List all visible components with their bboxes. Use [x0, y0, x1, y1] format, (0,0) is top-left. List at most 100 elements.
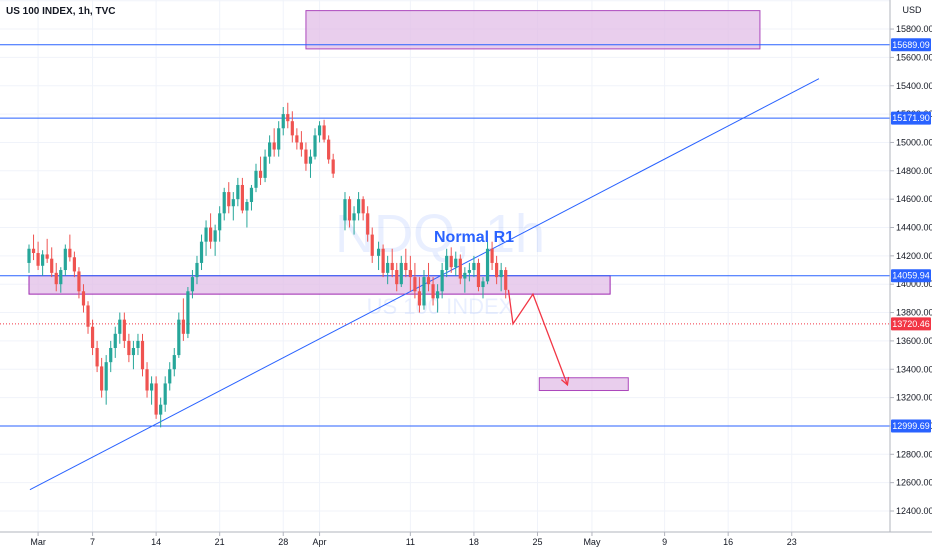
candle-body — [41, 254, 45, 266]
price-tick-label: 15400.00 — [896, 81, 932, 91]
candle-body — [317, 125, 322, 136]
projection-arrow-head — [560, 376, 570, 387]
time-tick-label: 28 — [278, 537, 288, 547]
candle-body — [440, 270, 444, 292]
candle-body — [127, 340, 131, 356]
candle-body — [145, 369, 149, 391]
candlestick-series — [27, 102, 508, 428]
candle-body — [59, 270, 63, 285]
price-tick-label: 14600.00 — [896, 194, 932, 204]
annotation-normal-r1: Normal R1 — [434, 229, 514, 246]
candle-body — [404, 262, 408, 271]
candle-body — [27, 248, 31, 263]
candle-body — [454, 258, 458, 268]
price-tick-label: 12400.00 — [896, 506, 932, 516]
candle-body — [361, 199, 365, 214]
price-tag-bg — [891, 111, 931, 125]
candle-body — [45, 254, 49, 259]
candle-body — [390, 262, 394, 271]
candle-body — [227, 192, 231, 207]
candle-body — [281, 114, 285, 129]
currency-label-bg — [891, 3, 931, 16]
candle-body — [172, 355, 176, 370]
zone-rect — [538, 377, 629, 392]
candle-body — [245, 201, 249, 211]
price-tick-label: 14000.00 — [896, 279, 932, 289]
price-tags: 15689.09 15171.90 14059.94 12999.69 13720.46 — [891, 38, 931, 433]
time-tick-label: 9 — [662, 537, 667, 547]
candle-body — [268, 142, 272, 157]
currency-label: USD — [902, 5, 922, 15]
time-axis-ticks: Mar 7 14 21 28 Apr 11 18 25 May 9 16 23 — [30, 532, 797, 547]
price-tick-label: 13200.00 — [896, 393, 932, 403]
candle-body — [213, 230, 217, 242]
candle-body — [240, 184, 244, 211]
candle-body — [31, 248, 36, 254]
price-axis[interactable]: 12400.0012600.0012800.0013000.0013200.00… — [889, 0, 932, 532]
candle-body — [381, 248, 385, 273]
candle-body — [222, 192, 226, 214]
candle-body — [154, 383, 158, 415]
price-tick-label: 15600.00 — [896, 52, 932, 62]
candle-body — [431, 284, 435, 299]
watermark-symbol: NDQ, 1h — [335, 204, 545, 264]
chart-grid — [0, 0, 890, 532]
time-tick-label: 16 — [723, 537, 733, 547]
price-tag-label: 14059.94 — [892, 271, 930, 281]
candle-body — [343, 199, 347, 221]
candle-body — [272, 142, 276, 150]
candle-body — [95, 347, 99, 367]
candle-body — [136, 340, 140, 348]
candle-body — [77, 271, 81, 292]
candle-body — [299, 142, 303, 150]
candle-body — [504, 270, 508, 290]
time-axis-bg — [0, 532, 932, 550]
candle-body — [485, 248, 490, 282]
candle-body — [209, 227, 213, 242]
candle-body — [177, 319, 181, 356]
candle-body — [68, 248, 72, 258]
candle-body — [357, 199, 361, 214]
candle-body — [63, 248, 67, 271]
candle-body — [50, 258, 54, 273]
candle-body — [495, 262, 499, 278]
zone-rect — [305, 10, 761, 50]
candle-body — [422, 277, 426, 306]
candle-body — [347, 199, 352, 221]
candle-body — [286, 114, 290, 122]
price-tick-label: 14400.00 — [896, 223, 932, 233]
candle-body — [463, 272, 467, 279]
price-tag-label: 15689.09 — [892, 40, 930, 50]
candle-body — [249, 187, 254, 202]
candle-body — [159, 404, 163, 415]
candle-body — [395, 270, 399, 285]
price-tag-bg — [891, 317, 931, 331]
candle-body — [254, 170, 258, 188]
price-tick-label: 15800.00 — [896, 24, 932, 34]
candle-body — [449, 255, 453, 268]
candle-body — [199, 241, 204, 263]
candle-body — [413, 277, 417, 292]
candle-body — [408, 270, 412, 278]
candle-body — [258, 170, 263, 178]
candle-body — [417, 291, 422, 306]
time-axis[interactable]: Mar 7 14 21 28 Apr 11 18 25 May 9 16 23 — [0, 531, 932, 550]
candle-body — [295, 135, 299, 143]
candle-body — [277, 128, 281, 150]
candle-body — [81, 291, 86, 306]
watermark-name: US 100 INDEX — [367, 294, 514, 319]
price-tick-label: 12800.00 — [896, 449, 932, 459]
price-axis-ticks: 12400.0012600.0012800.0013000.0013200.00… — [890, 24, 932, 516]
candle-body — [109, 347, 113, 363]
price-axis-bg — [890, 0, 932, 532]
candle-body — [370, 234, 374, 256]
candle-body — [490, 248, 494, 263]
candle-body — [376, 248, 381, 256]
price-tick-label: 14200.00 — [896, 251, 932, 261]
candle-body — [472, 262, 476, 271]
price-tick-label: 15000.00 — [896, 137, 932, 147]
zone-rect — [28, 275, 611, 295]
candle-body — [304, 149, 308, 164]
price-tag-label: 12999.69 — [892, 421, 930, 431]
